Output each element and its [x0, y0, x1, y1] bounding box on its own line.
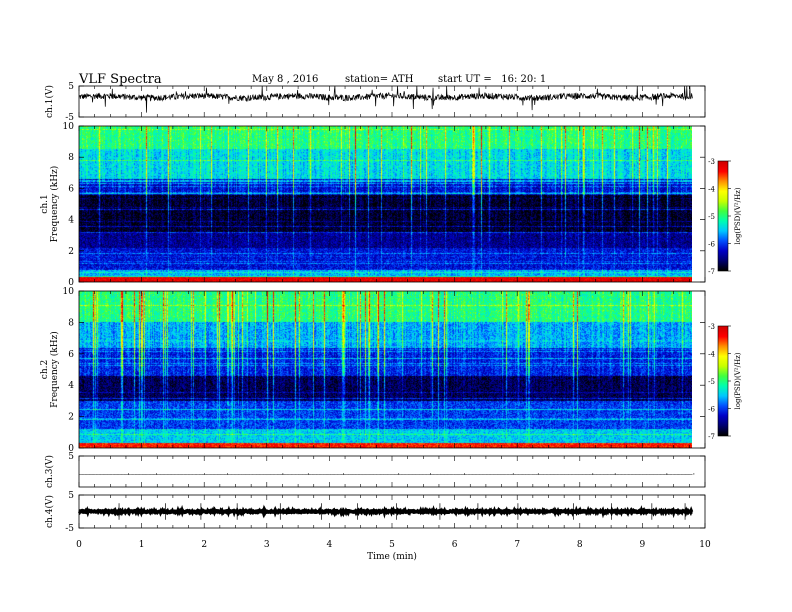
x-tick-label: 7: [514, 540, 520, 550]
colorbar-tick-label: -6: [708, 406, 715, 414]
ch2-spectrogram-colorbar: [718, 326, 728, 436]
start-time-label: start UT = 16: 20: 1: [438, 74, 547, 85]
ch2-spectrogram-image: [79, 291, 692, 448]
y-tick-label: 5: [68, 452, 74, 462]
y-axis-label: ch.1: [40, 194, 50, 213]
y-tick-label: 4: [68, 381, 74, 391]
y-tick-label: 0: [68, 278, 74, 288]
y-tick-label: 5: [68, 82, 74, 92]
colorbar-tick-label: -3: [708, 158, 715, 166]
colorbar-tick-label: -3: [708, 323, 715, 331]
y-axis-label: ch.3(V): [44, 455, 55, 488]
x-tick-label: 8: [577, 540, 583, 550]
x-tick-label: 1: [139, 540, 145, 550]
ch1-spectrogram-colorbar: [718, 161, 728, 271]
y-axis-label: ch.1(V): [44, 85, 55, 118]
x-tick-label: 4: [327, 540, 333, 550]
y-axis-label: Frequency (kHz): [49, 166, 60, 243]
colorbar-tick-label: -4: [708, 351, 715, 359]
ch1-waveform-trace: [78, 85, 693, 113]
x-tick-label: 3: [264, 540, 270, 550]
ch4-waveform-trace: [77, 504, 694, 519]
y-axis-label: Frequency (kHz): [49, 331, 60, 408]
colorbar-tick-label: -5: [708, 378, 715, 386]
x-tick-label: 6: [452, 540, 458, 550]
y-tick-label: 2: [68, 247, 74, 257]
y-tick-label: 0: [68, 444, 74, 454]
y-axis-label: ch.4(V): [44, 495, 55, 528]
y-tick-label: 2: [68, 413, 74, 423]
y-tick-label: 4: [68, 216, 74, 226]
colorbar-label: log(PSD)(V²/Hz): [734, 352, 742, 409]
y-tick-label: 5: [68, 491, 74, 501]
x-axis-label: Time (min): [367, 551, 417, 562]
y-tick-label: -5: [65, 524, 74, 534]
y-tick-label: 10: [63, 287, 75, 297]
colorbar-tick-label: -7: [708, 433, 715, 441]
colorbar-tick-label: -7: [708, 268, 715, 276]
ch1-spectrogram-image: [79, 126, 692, 282]
y-tick-label: -5: [65, 113, 74, 123]
y-tick-label: 8: [68, 153, 74, 163]
x-tick-label: 0: [76, 540, 82, 550]
colorbar-tick-label: -6: [708, 241, 715, 249]
colorbar-tick-label: -4: [708, 186, 715, 194]
x-tick-label: 2: [201, 540, 207, 550]
date-label: May 8 , 2016: [252, 74, 319, 85]
colorbar-label: log(PSD)(V²/Hz): [734, 187, 742, 244]
x-tick-label: 5: [389, 540, 395, 550]
y-tick-label: 10: [63, 122, 75, 132]
x-tick-label: 10: [699, 540, 711, 550]
x-tick-label: 9: [640, 540, 646, 550]
station-label: station= ATH: [345, 74, 414, 85]
figure-title: VLF Spectra: [79, 72, 162, 87]
y-axis-label: ch.2: [40, 360, 50, 379]
colorbar-tick-label: -5: [708, 213, 715, 221]
y-tick-label: 6: [68, 184, 74, 194]
y-tick-label: 8: [68, 318, 74, 328]
y-tick-label: 6: [68, 350, 74, 360]
